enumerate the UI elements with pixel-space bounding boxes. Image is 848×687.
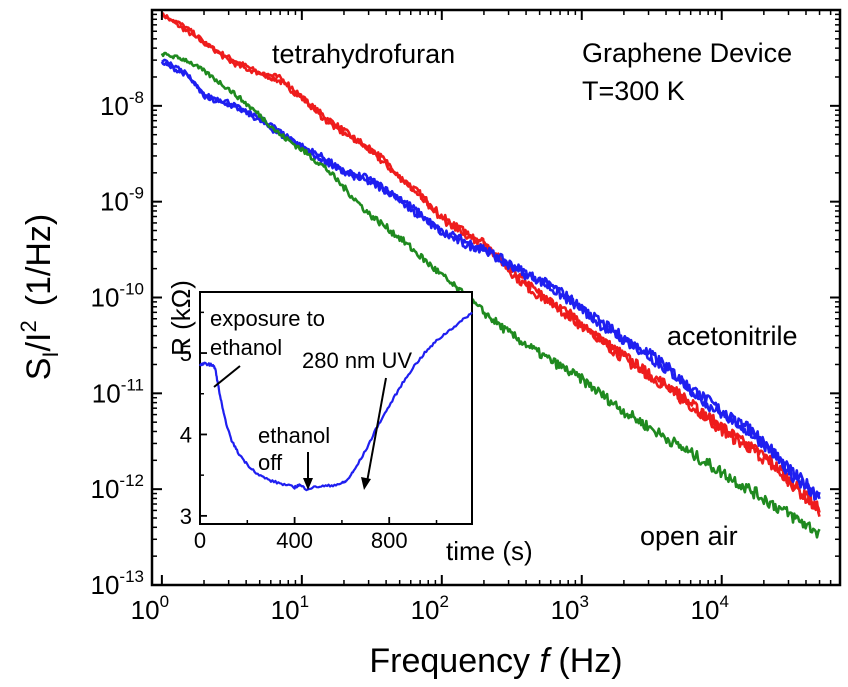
- annotation-temperature: T=300 K: [582, 76, 685, 106]
- y-tick-base: 10: [100, 187, 129, 217]
- x-tick-label: 100: [131, 592, 169, 625]
- y-tick-label: 10-11: [92, 375, 144, 408]
- inset-annotation-ethanol-off-line2: off: [258, 450, 283, 475]
- x-tick-base: 10: [691, 595, 720, 625]
- x-tick-exp: 2: [440, 592, 449, 611]
- y-axis-title: SI/I2 (1/Hz): [16, 214, 63, 381]
- x-tick-exp: 3: [579, 592, 588, 611]
- x-tick-exp: 0: [160, 592, 169, 611]
- inset-x-title: time (s): [446, 536, 533, 566]
- y-tick-base: 10: [100, 91, 129, 121]
- y-tick-label: 10-8: [100, 88, 144, 121]
- y-tick-exp: -9: [129, 184, 144, 203]
- series-line-acetonitrile-2: [161, 58, 821, 501]
- y-tick-exp: -13: [119, 567, 144, 586]
- inset-y-title: R (kΩ): [166, 280, 196, 356]
- series-line-open-air-1: [160, 51, 821, 539]
- x-axis-title: Frequency f (Hz): [369, 642, 622, 680]
- inset-arrow-exposure: [213, 365, 241, 388]
- y-tick-label: 10-10: [91, 280, 145, 313]
- y-tick-exp: -11: [121, 375, 144, 394]
- y-tick-label: 10-13: [91, 567, 145, 600]
- inset-annotation-ethanol-off-line1: ethanol: [258, 423, 330, 448]
- y-axis-title-s: S: [20, 358, 58, 381]
- x-tick-label: 102: [411, 592, 449, 625]
- y-axis-title-sub: I: [38, 351, 63, 357]
- annotation-tetrahydrofuran: tetrahydrofuran: [272, 39, 455, 69]
- y-tick-label: 10-9: [100, 184, 144, 217]
- x-tick-label: 101: [271, 592, 309, 625]
- x-tick-base: 10: [551, 595, 580, 625]
- inset-x-tick-label: 0: [194, 528, 206, 553]
- series-line-tetrahydrofuran-1: [160, 12, 821, 513]
- x-axis-title-suffix: (Hz): [549, 642, 623, 680]
- main-series-group: [160, 12, 821, 539]
- x-tick-label: 103: [551, 592, 589, 625]
- y-tick-base: 10: [91, 474, 120, 504]
- inset-arrowhead-ethanol-off: [303, 478, 313, 490]
- inset-annotation-uv: 280 nm UV: [302, 348, 412, 373]
- inset-annotation-exposure-line1: exposure to: [210, 306, 325, 331]
- x-tick-exp: 4: [719, 592, 728, 611]
- inset-ticks-group: 0 400 800 3 4 5: [180, 311, 438, 553]
- x-tick-base: 10: [411, 595, 440, 625]
- y-axis-title-units: (1/Hz): [20, 214, 58, 307]
- inset-chart: 0 400 800 3 4 5 time (s) R (kΩ) exposure to e…: [166, 280, 533, 566]
- y-tick-base: 10: [91, 570, 120, 600]
- inset-y-tick-label: 4: [180, 422, 192, 447]
- inset-x-tick-label: 800: [371, 528, 408, 553]
- inset-series-line: [199, 311, 473, 492]
- x-tick-exp: 1: [300, 592, 309, 611]
- annotation-device: Graphene Device: [582, 38, 792, 68]
- y-tick-base: 10: [91, 283, 120, 313]
- inset-y-tick-label: 3: [180, 504, 192, 529]
- inset-annotation-exposure-line2: ethanol: [210, 335, 282, 360]
- inset-y-tick-label: 5: [180, 341, 192, 366]
- x-tick-label: 104: [691, 592, 729, 625]
- y-tick-label: 10-12: [91, 471, 145, 504]
- main-ticks-group: 100 101 102 103 10410-1310-1210-1110-1010-91…: [91, 10, 841, 625]
- x-tick-base: 10: [131, 595, 160, 625]
- y-tick-exp: -12: [119, 471, 144, 490]
- inset-arrow-uv: [366, 377, 387, 483]
- x-tick-base: 10: [271, 595, 300, 625]
- annotation-open-air: open air: [640, 521, 738, 551]
- y-tick-exp: -10: [119, 280, 144, 299]
- inset-x-tick-label: 400: [276, 528, 313, 553]
- y-axis-title-mid: /I: [20, 333, 58, 352]
- y-axis-title-sup: 2: [16, 320, 41, 332]
- x-axis-title-prefix: Frequency: [369, 642, 539, 680]
- y-tick-exp: -8: [129, 88, 144, 107]
- annotation-acetonitrile: acetonitrile: [667, 321, 798, 351]
- inset-arrowhead-uv: [361, 477, 371, 490]
- y-tick-base: 10: [92, 378, 121, 408]
- inset-series-group: [199, 311, 473, 492]
